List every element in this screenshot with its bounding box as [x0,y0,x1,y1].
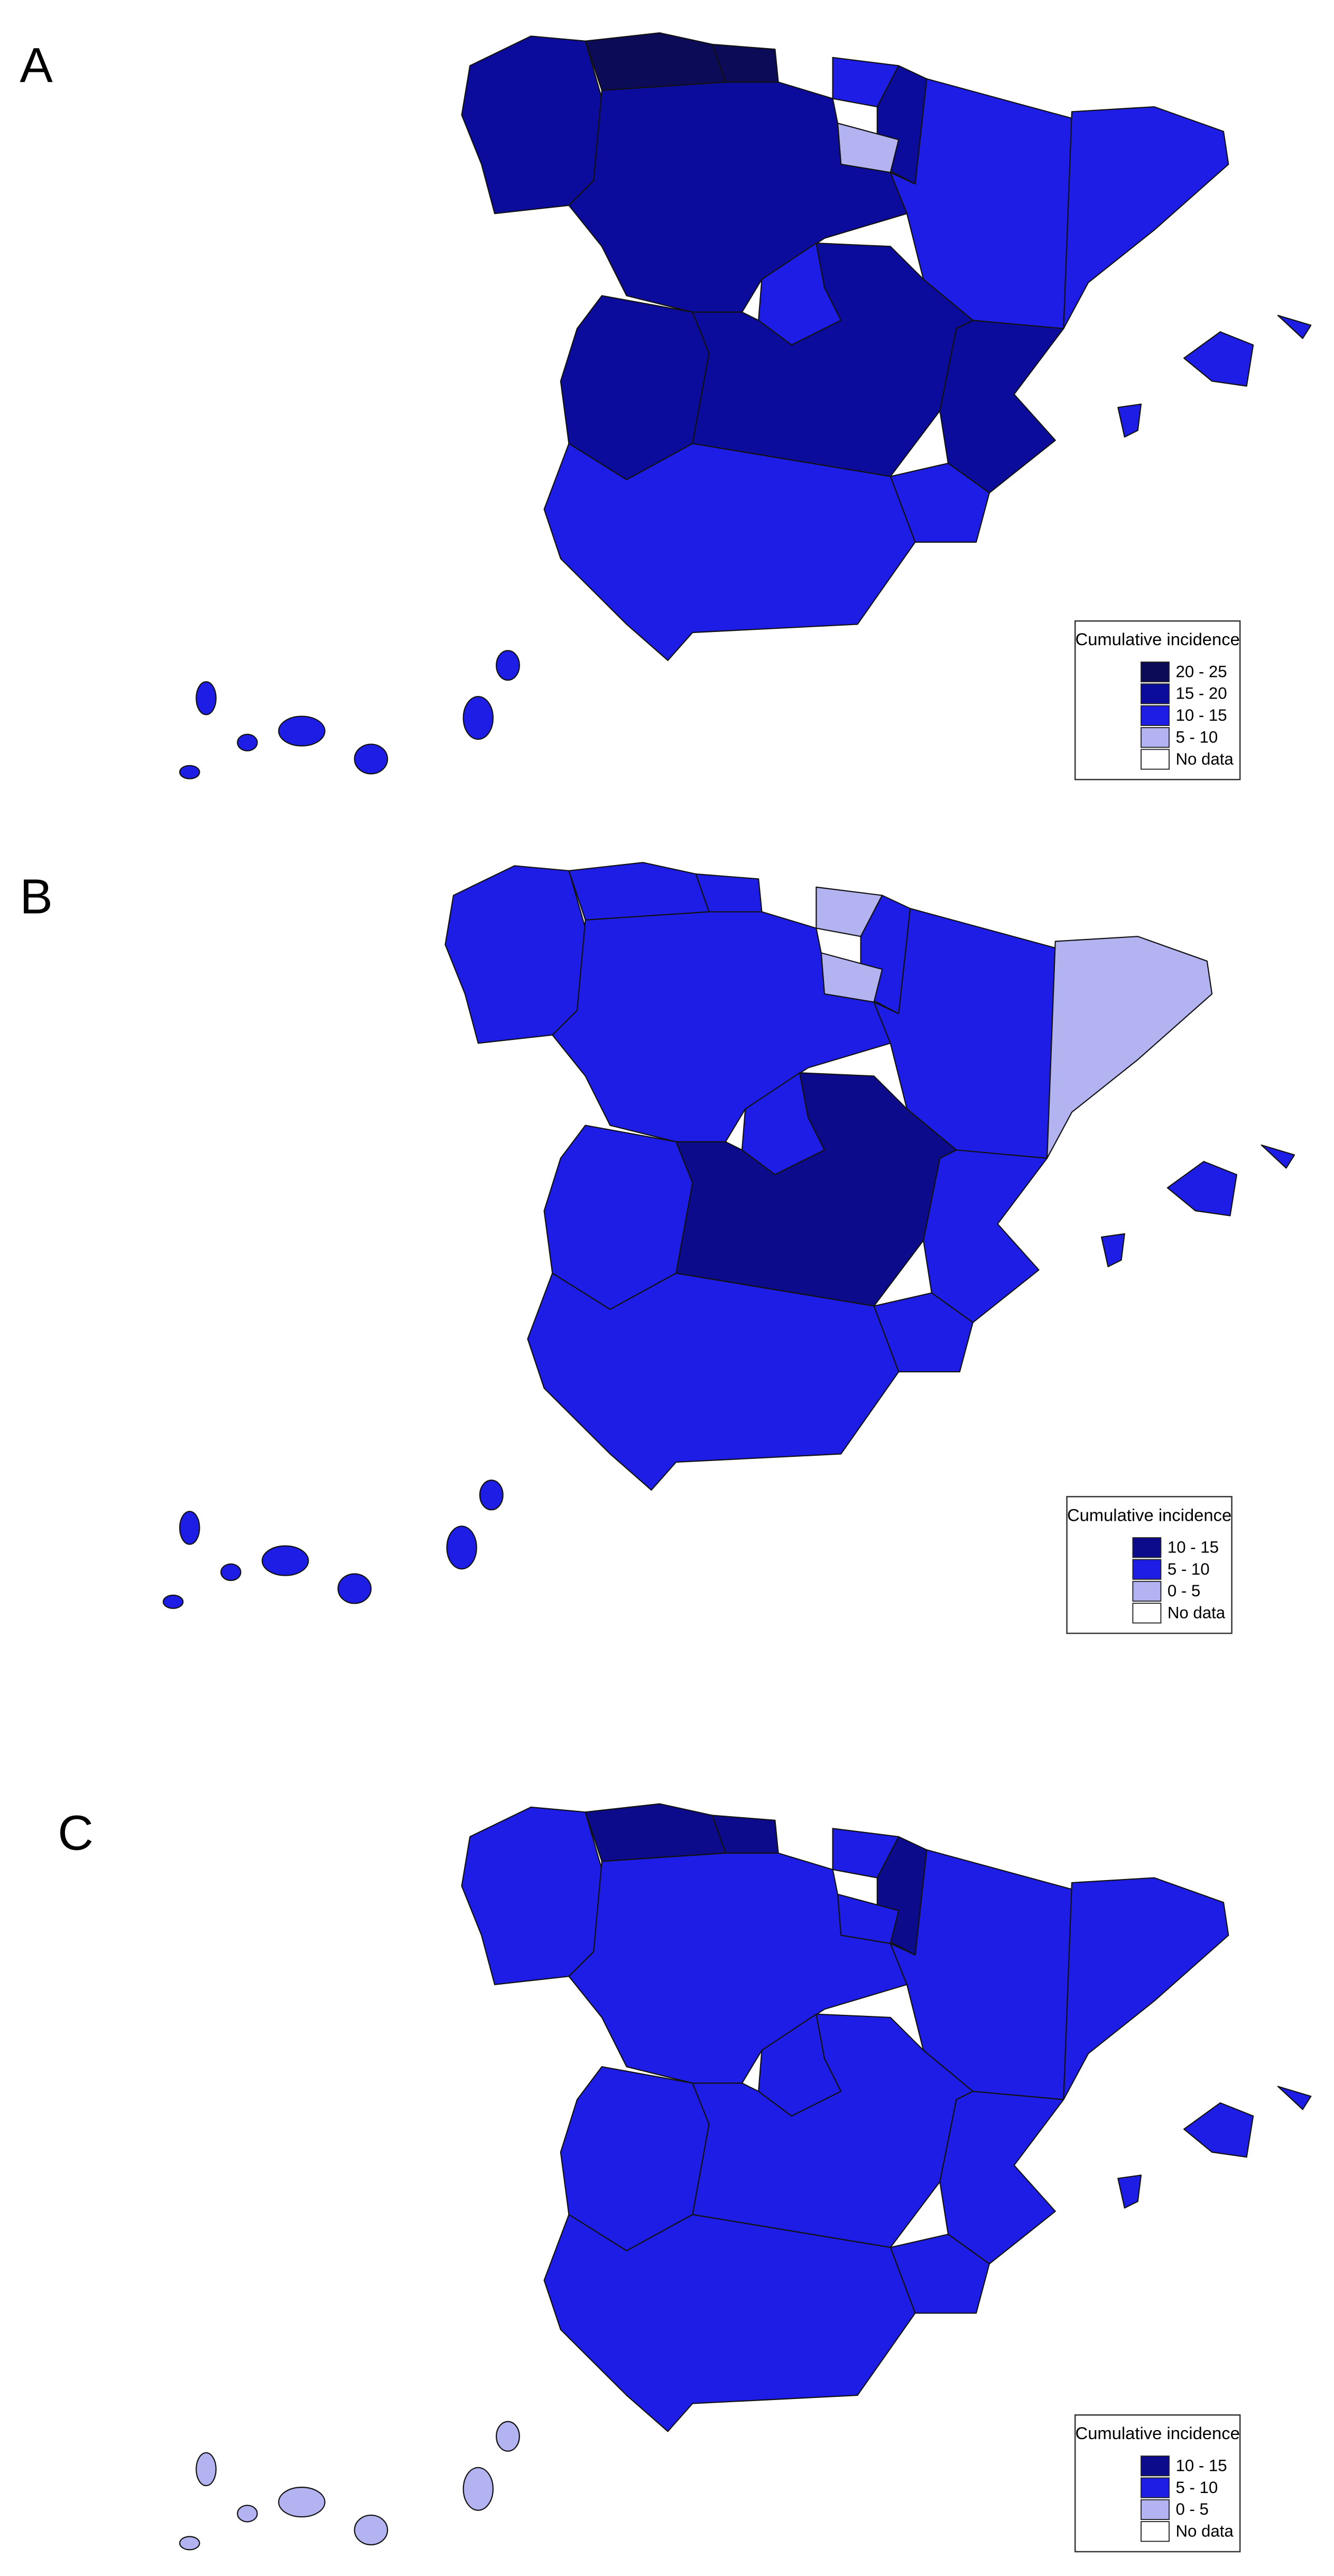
island [462,696,494,740]
region [1183,331,1254,387]
legend-label: 5 - 10 [1175,728,1218,746]
region [1117,2174,1142,2209]
panel-label: A [20,37,53,92]
legend-label: 0 - 5 [1175,2500,1208,2518]
panel-label: C [58,1805,94,1861]
island [354,2514,388,2546]
region [568,1852,908,2084]
legend-label: 0 - 5 [1168,1582,1200,1600]
island [162,1594,184,1609]
region [444,865,586,1044]
region [461,1806,603,1985]
island [479,1480,504,1511]
island [220,1563,242,1582]
map-panel [179,32,1312,779]
legend-swatch [1132,1580,1162,1602]
legend-swatch [1141,727,1170,748]
legend-label: 20 - 25 [1175,662,1227,681]
region [1063,1877,1229,2100]
legend-swatch [1132,1559,1162,1580]
legend-swatch [1141,662,1170,683]
region [461,35,603,215]
region [1183,2102,1254,2158]
region [543,2214,916,2432]
island [446,1526,477,1570]
region [527,1272,900,1491]
legend-label: 15 - 20 [1175,684,1227,703]
region [923,1149,1048,1323]
legend-swatch [1141,749,1170,770]
panel-label: B [20,869,52,924]
region [1046,936,1213,1159]
legend-label: 5 - 10 [1168,1560,1210,1578]
island [495,650,520,681]
region [543,443,916,661]
map-panel [179,1803,1312,2551]
region [1101,1233,1125,1268]
island [179,2536,200,2551]
legend-label: No data [1168,1604,1226,1622]
region [585,1803,726,1862]
legend: Cumulative incidence 10 - 15 5 - 10 0 - 5 No… [1066,1496,1233,1634]
legend-title: Cumulative incidence [1076,2423,1240,2443]
legend-swatch [1132,1537,1162,1558]
legend-label: 10 - 15 [1175,706,1227,724]
legend-title: Cumulative incidence [1076,629,1240,649]
region [1277,314,1312,339]
region [1277,2086,1312,2110]
region [1261,1144,1295,1169]
island [196,681,217,715]
legend-label: 5 - 10 [1175,2478,1218,2497]
region [568,81,908,313]
region [552,911,891,1142]
island [462,2467,494,2511]
legend-label: No data [1175,750,1234,768]
island [278,2487,326,2518]
island [337,1573,372,1604]
legend-swatch [1141,705,1170,726]
legend-swatch [1132,1603,1162,1624]
legend-swatch [1141,2499,1170,2520]
region [939,2090,1064,2265]
map-panel [162,862,1295,1609]
island [179,765,200,779]
region [939,320,1064,494]
region [585,32,726,91]
legend-swatch [1141,683,1170,704]
region [1117,403,1142,438]
legend-swatch [1141,2477,1170,2498]
island [237,2505,258,2523]
legend-label: No data [1175,2522,1234,2541]
region [1063,106,1229,329]
island [237,733,258,751]
island [179,1511,200,1545]
legend-title: Cumulative incidence [1067,1505,1231,1524]
legend: Cumulative incidence 10 - 15 5 - 10 0 - 5 No… [1074,2414,1241,2553]
legend-label: 10 - 15 [1175,2457,1227,2475]
legend-swatch [1141,2521,1170,2542]
island [196,2452,217,2487]
island [261,1545,309,1576]
island [354,743,388,775]
region [568,862,710,921]
region [1166,1161,1238,1216]
legend-label: 10 - 15 [1168,1538,1219,1557]
island [495,2421,520,2452]
island [278,715,326,747]
legend: Cumulative incidence 20 - 25 15 - 20 10 - 1… [1074,620,1241,780]
legend-swatch [1141,2456,1170,2477]
